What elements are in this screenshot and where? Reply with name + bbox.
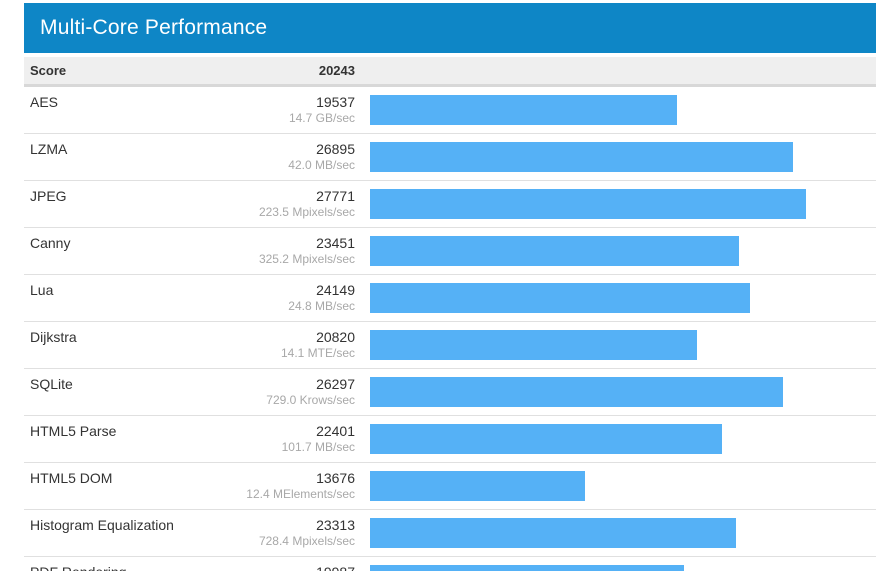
benchmark-bar: [370, 565, 685, 571]
benchmark-bar-track: [370, 181, 876, 227]
benchmark-row: HTML5 Parse 22401 101.7 MB/sec: [24, 416, 876, 463]
benchmark-bar: [370, 471, 585, 501]
page-title: Multi-Core Performance: [40, 16, 268, 39]
benchmark-row: Histogram Equalization 23313 728.4 Mpixe…: [24, 510, 876, 557]
benchmark-score: 26297: [316, 376, 355, 392]
score-summary-row: Score 20243: [24, 57, 876, 87]
benchmark-numbers: 24149 24.8 MB/sec: [224, 275, 355, 321]
benchmark-bar-track: [370, 228, 876, 274]
benchmark-name: LZMA: [30, 141, 68, 157]
benchmark-score: 24149: [316, 282, 355, 298]
benchmark-numbers: 19987: [224, 557, 355, 571]
benchmark-bar-track: [370, 463, 876, 509]
benchmark-score: 19537: [316, 94, 355, 110]
benchmark-score: 19987: [224, 565, 355, 571]
benchmark-row: Lua 24149 24.8 MB/sec: [24, 275, 876, 322]
benchmark-bar: [370, 377, 784, 407]
benchmark-numbers: 23451 325.2 Mpixels/sec: [224, 228, 355, 274]
benchmark-bar-track: [370, 275, 876, 321]
benchmark-name: HTML5 Parse: [30, 423, 117, 439]
benchmark-unit: 14.1 MTE/sec: [280, 346, 355, 360]
score-label: Score: [30, 63, 67, 78]
benchmark-name: AES: [30, 94, 59, 110]
benchmark-score: 13676: [316, 470, 355, 486]
benchmark-score: 27771: [316, 188, 355, 204]
benchmark-bar: [370, 189, 807, 219]
benchmark-score: 23313: [316, 517, 355, 533]
benchmark-bar: [370, 142, 793, 172]
benchmark-name: Lua: [30, 282, 54, 298]
benchmark-score: 22401: [316, 423, 355, 439]
benchmark-bar-track: [370, 557, 876, 571]
section-header: Multi-Core Performance: [24, 3, 876, 53]
benchmark-bar: [370, 236, 739, 266]
benchmark-row: AES 19537 14.7 GB/sec: [24, 87, 876, 134]
benchmark-bar-track: [370, 369, 876, 415]
benchmark-numbers: 23313 728.4 Mpixels/sec: [224, 510, 355, 556]
benchmark-row: HTML5 DOM 13676 12.4 MElements/sec: [24, 463, 876, 510]
benchmark-bar-track: [370, 87, 876, 133]
benchmark-bar: [370, 518, 737, 548]
benchmark-unit: 223.5 Mpixels/sec: [258, 205, 355, 219]
benchmark-bar-track: [370, 510, 876, 556]
benchmark-row: JPEG 27771 223.5 Mpixels/sec: [24, 181, 876, 228]
benchmark-score: 26895: [316, 141, 355, 157]
benchmark-bar: [370, 95, 677, 125]
benchmark-row: PDF Rendering 19987: [24, 557, 876, 571]
benchmark-unit: 729.0 Krows/sec: [266, 393, 355, 407]
benchmark-numbers: 26895 42.0 MB/sec: [224, 134, 355, 180]
benchmark-name: JPEG: [30, 188, 67, 204]
benchmark-bar-track: [370, 134, 876, 180]
benchmark-unit: 325.2 Mpixels/sec: [258, 252, 355, 266]
benchmark-numbers: 13676 12.4 MElements/sec: [224, 463, 355, 509]
benchmark-unit: 14.7 GB/sec: [288, 111, 355, 125]
benchmark-numbers: 20820 14.1 MTE/sec: [224, 322, 355, 368]
overall-score-value: 20243: [318, 63, 355, 78]
benchmark-unit: 12.4 MElements/sec: [246, 487, 355, 501]
benchmark-unit: 101.7 MB/sec: [281, 440, 355, 454]
benchmark-bar-track: [370, 322, 876, 368]
benchmark-row: SQLite 26297 729.0 Krows/sec: [24, 369, 876, 416]
benchmark-unit: 728.4 Mpixels/sec: [258, 534, 355, 548]
benchmark-numbers: 19537 14.7 GB/sec: [224, 87, 355, 133]
benchmark-row: Canny 23451 325.2 Mpixels/sec: [24, 228, 876, 275]
benchmark-name: Histogram Equalization: [30, 517, 174, 533]
benchmark-numbers: 26297 729.0 Krows/sec: [224, 369, 355, 415]
benchmark-name: HTML5 DOM: [30, 470, 113, 486]
benchmark-numbers: 22401 101.7 MB/sec: [224, 416, 355, 462]
benchmark-score: 20820: [316, 329, 355, 345]
benchmark-name: Canny: [30, 235, 71, 251]
benchmark-name: Dijkstra: [30, 329, 77, 345]
benchmark-row: Dijkstra 20820 14.1 MTE/sec: [24, 322, 876, 369]
benchmark-name: PDF Rendering: [24, 557, 224, 571]
benchmark-bar: [370, 330, 698, 360]
benchmark-unit: 42.0 MB/sec: [288, 158, 355, 172]
benchmark-score: 23451: [316, 235, 355, 251]
benchmark-row: LZMA 26895 42.0 MB/sec: [24, 134, 876, 181]
benchmark-table: AES 19537 14.7 GB/sec LZMA 26895 42.0 MB…: [24, 87, 876, 571]
benchmark-bar-track: [370, 416, 876, 462]
benchmark-name: SQLite: [30, 376, 73, 392]
benchmark-bar: [370, 424, 723, 454]
benchmark-bar: [370, 283, 750, 313]
benchmark-numbers: 27771 223.5 Mpixels/sec: [224, 181, 355, 227]
benchmark-unit: 24.8 MB/sec: [288, 299, 355, 313]
